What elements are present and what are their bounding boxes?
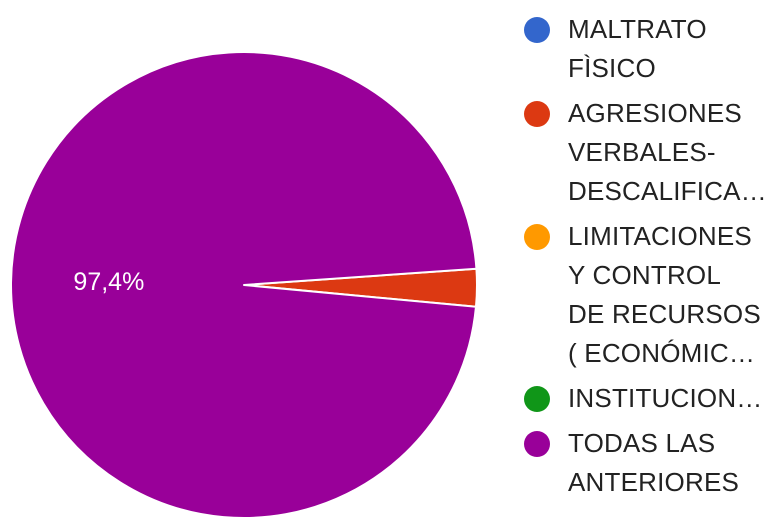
slice-data-label: 97,4% bbox=[73, 268, 144, 296]
legend-label: INSTITUCION… bbox=[568, 383, 763, 413]
legend-item-todas-las-anteriores[interactable]: TODAS LAS ANTERIORES bbox=[524, 424, 774, 502]
legend-label: LIMITACIONES Y CONTROL DE RECURSOS ( ECO… bbox=[568, 221, 761, 368]
legend-item-institucional[interactable]: INSTITUCION… bbox=[524, 379, 774, 418]
legend-swatch bbox=[524, 101, 550, 127]
legend-swatch bbox=[524, 386, 550, 412]
pie-plot-area: 97,4% bbox=[10, 51, 478, 518]
pie-data-labels: 97,4% bbox=[73, 268, 144, 296]
legend-label: TODAS LAS ANTERIORES bbox=[568, 428, 740, 497]
legend-item-agresiones-verbales[interactable]: AGRESIONES VERBALES- DESCALIFICA… bbox=[524, 94, 774, 211]
legend-label: MALTRATO FÌSICO bbox=[568, 14, 707, 83]
pie-slice-4[interactable] bbox=[10, 51, 478, 518]
legend-swatch bbox=[524, 17, 550, 43]
legend-swatch bbox=[524, 431, 550, 457]
legend-item-limitaciones[interactable]: LIMITACIONES Y CONTROL DE RECURSOS ( ECO… bbox=[524, 217, 774, 373]
legend-swatch bbox=[524, 224, 550, 250]
legend-label: AGRESIONES VERBALES- DESCALIFICA… bbox=[568, 98, 767, 206]
chart-legend: MALTRATO FÌSICO AGRESIONES VERBALES- DES… bbox=[524, 10, 774, 508]
legend-item-maltrato-fisico[interactable]: MALTRATO FÌSICO bbox=[524, 10, 774, 88]
pie-slices bbox=[10, 51, 478, 518]
